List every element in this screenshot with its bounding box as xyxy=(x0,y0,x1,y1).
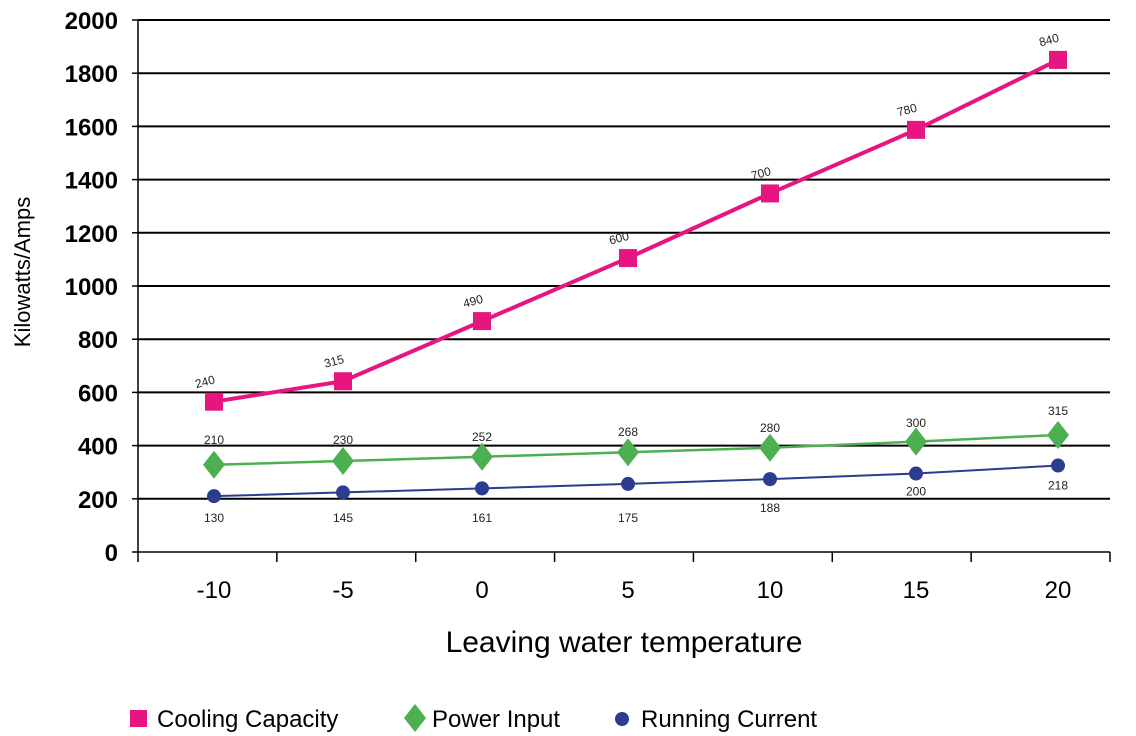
data-point xyxy=(905,427,927,456)
x-axis-title: Leaving water temperature xyxy=(446,626,803,659)
data-point xyxy=(205,392,223,411)
y-tick-label: 400 xyxy=(78,434,118,461)
series-lines xyxy=(203,50,1069,504)
x-tick-labels: -10 -5 0 5 10 15 20 xyxy=(197,577,1072,604)
data-point xyxy=(473,312,491,331)
x-tick-label: -5 xyxy=(332,577,353,604)
data-label: 218 xyxy=(1048,479,1068,493)
data-label: 840 xyxy=(1037,31,1060,50)
legend-label: Power Input xyxy=(432,706,560,733)
data-point xyxy=(336,485,350,500)
y-tick-label: 0 xyxy=(105,540,118,567)
data-label: 300 xyxy=(906,416,926,430)
data-point xyxy=(332,447,354,476)
data-point xyxy=(621,476,635,491)
data-label: 268 xyxy=(618,425,638,439)
data-label: 210 xyxy=(204,433,224,447)
x-tick-label: 20 xyxy=(1045,577,1072,604)
x-tick-label: -10 xyxy=(197,577,232,604)
y-tick-label: 200 xyxy=(78,487,118,514)
legend: Cooling Capacity Power Input Running Curre… xyxy=(130,704,817,733)
data-point xyxy=(471,442,493,471)
y-tick-label: 1400 xyxy=(65,168,118,195)
data-label: 780 xyxy=(895,101,918,120)
data-label: 145 xyxy=(333,511,353,525)
y-tick-label: 1000 xyxy=(65,274,118,301)
y-tick-label: 2000 xyxy=(65,8,118,35)
data-point xyxy=(759,433,781,462)
y-tick-label: 1600 xyxy=(65,114,118,141)
legend-label: Cooling Capacity xyxy=(157,706,338,733)
data-label: 490 xyxy=(461,292,484,311)
data-label: 252 xyxy=(472,430,492,444)
data-point xyxy=(909,466,923,481)
y-axis-title: Kilowatts/Amps xyxy=(10,197,35,347)
data-point xyxy=(761,184,779,203)
data-label: 230 xyxy=(333,433,353,447)
data-point xyxy=(617,438,639,467)
data-point xyxy=(207,489,221,504)
legend-marker xyxy=(130,710,147,727)
data-point xyxy=(1047,420,1069,449)
data-label: 130 xyxy=(204,511,224,525)
data-point xyxy=(907,120,925,139)
data-point xyxy=(203,450,225,479)
data-label: 315 xyxy=(322,352,345,371)
y-tick-labels: 0 200 400 600 800 1000 1200 1400 1600 1800 2000 xyxy=(65,8,118,567)
legend-label: Running Current xyxy=(641,706,817,733)
y-tick-label: 1200 xyxy=(65,221,118,248)
x-tick-label: 5 xyxy=(621,577,634,604)
data-labels: 240 315 490 600 700 780 840 210 230 252 268 280 300 3… xyxy=(193,31,1068,525)
y-tick-label: 1800 xyxy=(65,61,118,88)
legend-marker xyxy=(404,704,426,732)
data-label: 161 xyxy=(472,511,492,525)
data-label: 315 xyxy=(1048,404,1068,418)
x-tick-label: 15 xyxy=(903,577,930,604)
data-label: 200 xyxy=(906,485,926,499)
data-point xyxy=(475,481,489,496)
data-point xyxy=(1051,458,1065,473)
data-point xyxy=(1049,50,1067,69)
y-tick-label: 600 xyxy=(78,380,118,407)
data-label: 600 xyxy=(607,229,630,248)
data-point xyxy=(619,249,637,268)
legend-marker xyxy=(615,712,629,726)
axes xyxy=(137,20,1110,553)
data-point xyxy=(763,472,777,487)
data-label: 175 xyxy=(618,511,638,525)
series-line xyxy=(213,58,1059,404)
x-tick-label: 0 xyxy=(475,577,488,604)
y-tick-label: 800 xyxy=(78,327,118,354)
data-label: 240 xyxy=(193,372,216,391)
gridlines xyxy=(132,19,1111,562)
x-tick-label: 10 xyxy=(757,577,784,604)
data-label: 700 xyxy=(749,164,772,183)
data-point xyxy=(334,372,352,391)
data-label: 280 xyxy=(760,421,780,435)
data-label: 188 xyxy=(760,501,780,515)
